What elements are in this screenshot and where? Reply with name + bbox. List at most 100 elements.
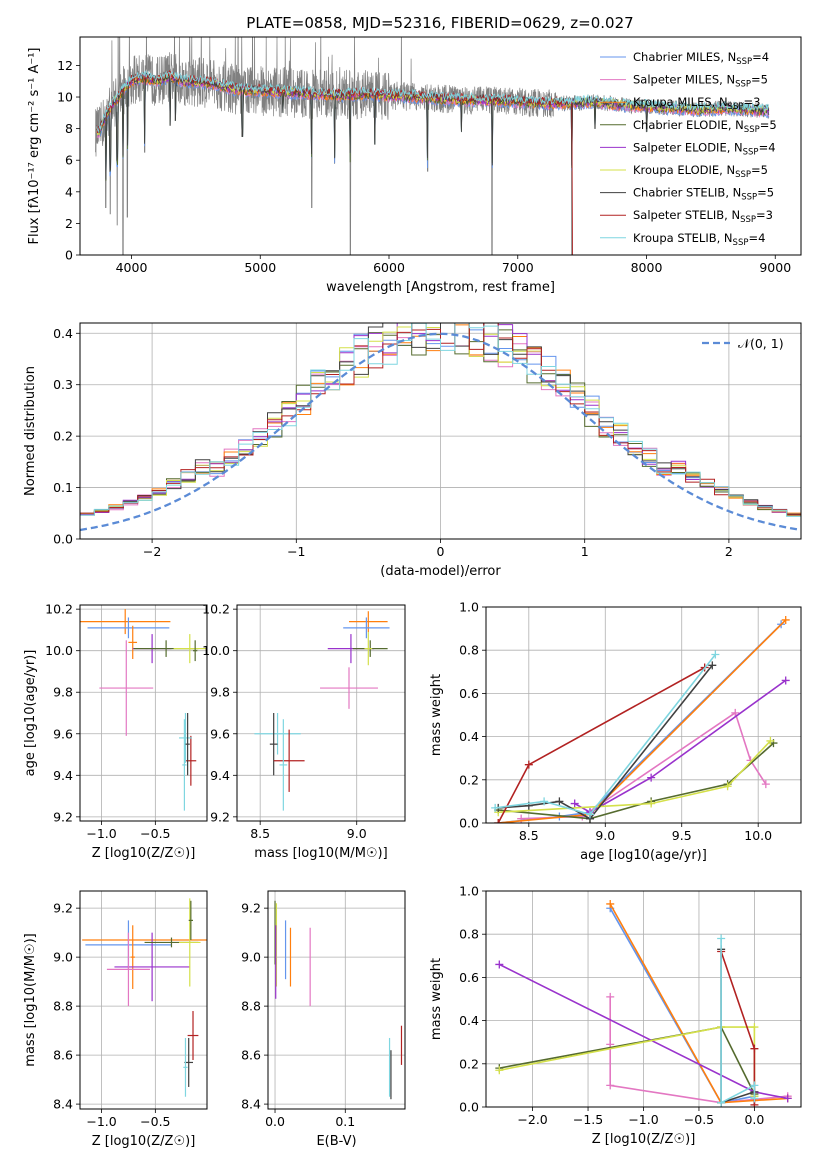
model-spectrum-line (96, 70, 769, 255)
weight-marker (766, 736, 775, 745)
x-tick-label: −1 (287, 544, 305, 559)
y-tick-label: 1.0 (459, 884, 479, 899)
legend-entry: Chabrier MILES, NSSP=4 (633, 50, 769, 67)
errorbar-point (173, 634, 206, 664)
legend-entry: Salpeter ELODIE, NSSP=4 (633, 140, 776, 157)
x-tick-label: −1.0 (86, 1114, 116, 1129)
errorbar-point (188, 900, 194, 940)
panel-age-vs-Z: −1.0 −0.5 9.2 9.4 9.6 9.8 10.0 10.2 Z [log10(Z/Z… (23, 602, 208, 861)
weight-marker (585, 810, 594, 819)
axes-frame (485, 890, 802, 1108)
errorbar-point (182, 719, 187, 811)
normal-distribution-curve (80, 332, 801, 532)
plot-area (82, 898, 207, 1097)
x-axis-label: mass [log10(M/M☉)] (254, 846, 387, 861)
errorbar-point (106, 932, 150, 1007)
x-tick-label: −1.5 (573, 1112, 603, 1127)
y-tick-label: 0.3 (53, 377, 73, 392)
legend-entry: Salpeter MILES, NSSP=5 (633, 73, 768, 90)
y-axis-label: Flux [fλ10⁻¹⁷ erg cm⁻² s⁻¹ A⁻¹] (27, 48, 42, 245)
weight-marker (524, 760, 533, 769)
y-tick-label: 0.4 (53, 326, 73, 341)
y-axis-label: Normed distribution (23, 366, 38, 496)
legend-entry: Chabrier ELODIE, NSSP=5 (633, 118, 777, 135)
weight-series-line (720, 951, 756, 1105)
y-tick-label: 10.2 (45, 602, 73, 617)
x-tick-label: 5000 (244, 260, 276, 275)
y-tick-label: 12 (57, 58, 73, 73)
panel-mass-vs-EBV: 0.0 0.1 8.4 8.6 8.8 9.0 9.2 E(B-V) (241, 890, 406, 1149)
x-tick-label: −0.5 (140, 1114, 170, 1129)
y-tick-label: 9.2 (241, 901, 261, 916)
legend-entry: 𝒩(0, 1) (738, 336, 784, 351)
errorbar-point (185, 713, 190, 776)
weight-marker (750, 1081, 759, 1090)
y-tick-label: 9.8 (53, 685, 73, 700)
weight-marker (717, 1098, 726, 1107)
x-tick-label: 0.0 (265, 1114, 285, 1129)
weight-marker (491, 803, 500, 812)
y-tick-label: 2 (65, 216, 73, 231)
weight-series-line (499, 1026, 756, 1095)
x-axis-label: E(B-V) (316, 1134, 356, 1149)
errorbar-point (114, 932, 190, 1002)
y-tick-label: 10 (57, 90, 73, 105)
y-tick-label: 8.4 (241, 1097, 261, 1112)
y-tick-label: 8.6 (241, 1048, 261, 1063)
errorbar-point (343, 617, 390, 639)
y-tick-label: 9.2 (53, 809, 73, 824)
weight-marker (717, 934, 726, 943)
axes-frame (485, 606, 802, 824)
y-tick-label: 10.2 (202, 602, 230, 617)
y-tick-label: 0.8 (459, 643, 479, 658)
x-tick-label: 9.5 (672, 828, 692, 843)
x-tick-label: −0.5 (684, 1112, 714, 1127)
weight-marker (750, 1094, 759, 1103)
weight-marker (647, 773, 656, 782)
y-tick-label: 9.8 (210, 685, 230, 700)
x-axis-label: age [log10(age/yr)] (580, 848, 707, 863)
x-tick-label: 10.0 (744, 828, 772, 843)
errorbar-point (87, 617, 170, 639)
x-axis-label: Z [log10(Z/Z☉)] (592, 1132, 696, 1147)
x-tick-label: 8.5 (519, 828, 539, 843)
x-axis-label: Z [log10(Z/Z☉)] (92, 1134, 196, 1149)
x-tick-label: 4000 (116, 260, 148, 275)
weight-marker (647, 799, 656, 808)
errorbar-point (179, 898, 201, 987)
plot-area (254, 611, 390, 811)
weight-marker (708, 661, 717, 670)
y-tick-label: 1.0 (459, 600, 479, 615)
x-tick-label: 9000 (759, 260, 791, 275)
weight-marker (783, 1094, 792, 1103)
weight-marker (606, 992, 615, 1001)
weight-marker (606, 1081, 615, 1090)
errorbar-point (269, 713, 278, 776)
y-tick-label: 0.2 (53, 429, 73, 444)
legend-entry: Kroupa ELODIE, NSSP=5 (633, 163, 768, 180)
x-tick-label: −2 (143, 544, 161, 559)
y-tick-label: 8.8 (53, 999, 73, 1014)
y-tick-label: 9.4 (210, 768, 230, 783)
y-tick-label: 0.6 (459, 970, 479, 985)
panel-age-vs-mass: 8.5 9.0 9.2 9.4 9.6 9.8 10.0 10.2 mass [log10(M/… (202, 602, 406, 861)
plot-area (495, 899, 792, 1107)
y-tick-label: 0.4 (459, 1013, 479, 1028)
weight-marker (731, 708, 740, 717)
errorbar-point (179, 713, 192, 763)
errorbar-point (320, 667, 378, 709)
weight-series-line (720, 938, 756, 1105)
weight-marker (750, 1044, 759, 1053)
x-tick-label: −1.0 (86, 826, 116, 841)
weight-marker (495, 960, 504, 969)
panel-weight-vs-Z: −2.0 −1.5 −1.0 −0.5 0.0 0.0 0.2 0.4 0.6 0.8 1.0 Z [… (429, 884, 802, 1147)
weight-series-line (720, 949, 755, 1104)
y-tick-label: 0.1 (53, 480, 73, 495)
x-tick-label: 0.1 (335, 1114, 355, 1129)
errorbar-point (80, 609, 171, 635)
y-tick-label: 9.0 (241, 950, 261, 965)
figure-title: PLATE=0858, MJD=52316, FIBERID=0629, z=0… (246, 14, 633, 32)
y-tick-label: 0.8 (459, 927, 479, 942)
legend: Chabrier MILES, NSSP=4 Salpeter MILES, NS… (600, 50, 777, 248)
